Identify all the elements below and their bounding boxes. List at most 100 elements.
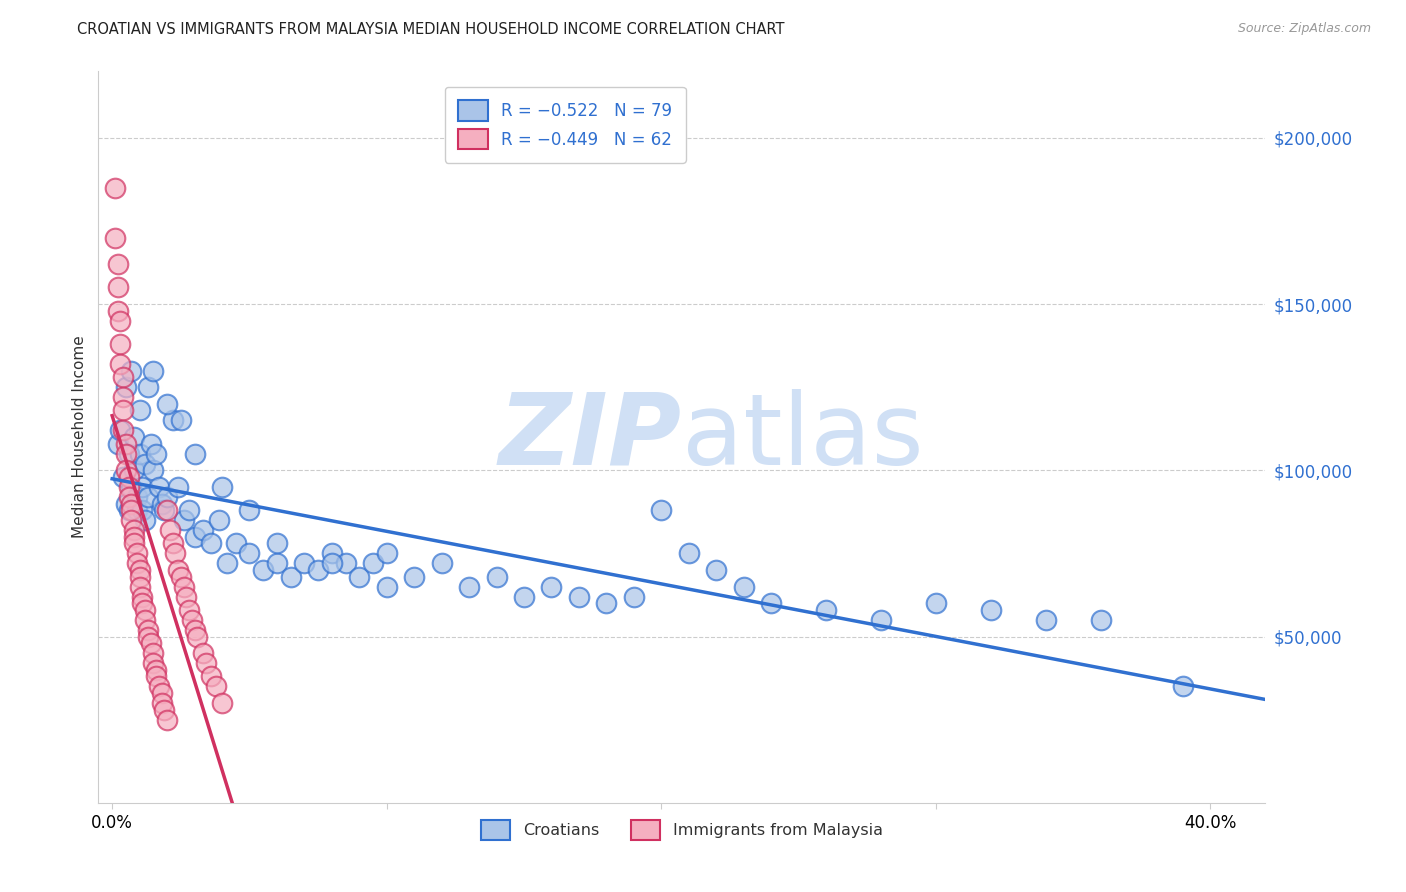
Point — [375, 546, 398, 560]
Point — [136, 380, 159, 394]
Point — [145, 663, 167, 677]
Point — [211, 480, 233, 494]
Point — [110, 337, 132, 351]
Point — [153, 703, 176, 717]
Point — [110, 424, 132, 438]
Point — [200, 536, 222, 550]
Point — [128, 447, 150, 461]
Point — [128, 563, 150, 577]
Point — [174, 590, 197, 604]
Point — [238, 546, 260, 560]
Point — [122, 463, 145, 477]
Point — [156, 490, 179, 504]
Point — [107, 257, 129, 271]
Point — [107, 303, 129, 318]
Point — [107, 280, 129, 294]
Point — [131, 596, 153, 610]
Point — [107, 436, 129, 450]
Point — [153, 503, 176, 517]
Point — [595, 596, 617, 610]
Point — [375, 580, 398, 594]
Point — [167, 480, 190, 494]
Point — [759, 596, 782, 610]
Point — [134, 513, 156, 527]
Point — [115, 497, 138, 511]
Point — [142, 363, 165, 377]
Point — [122, 530, 145, 544]
Point — [145, 669, 167, 683]
Point — [292, 557, 315, 571]
Point — [211, 696, 233, 710]
Point — [139, 436, 162, 450]
Point — [321, 546, 343, 560]
Point — [148, 680, 170, 694]
Point — [110, 314, 132, 328]
Point — [307, 563, 329, 577]
Point — [252, 563, 274, 577]
Point — [191, 523, 214, 537]
Point — [623, 590, 645, 604]
Point — [156, 397, 179, 411]
Point — [194, 656, 217, 670]
Point — [678, 546, 700, 560]
Point — [112, 403, 135, 417]
Point — [150, 497, 173, 511]
Point — [128, 570, 150, 584]
Text: CROATIAN VS IMMIGRANTS FROM MALAYSIA MEDIAN HOUSEHOLD INCOME CORRELATION CHART: CROATIAN VS IMMIGRANTS FROM MALAYSIA MED… — [77, 22, 785, 37]
Point — [704, 563, 727, 577]
Point — [145, 447, 167, 461]
Point — [430, 557, 453, 571]
Point — [112, 424, 135, 438]
Point — [142, 646, 165, 660]
Point — [225, 536, 247, 550]
Point — [117, 503, 139, 517]
Point — [142, 656, 165, 670]
Point — [733, 580, 755, 594]
Point — [177, 603, 200, 617]
Point — [173, 580, 195, 594]
Point — [183, 623, 205, 637]
Point — [159, 523, 181, 537]
Text: atlas: atlas — [682, 389, 924, 485]
Point — [183, 447, 205, 461]
Point — [361, 557, 384, 571]
Point — [142, 463, 165, 477]
Point — [156, 503, 179, 517]
Point — [122, 523, 145, 537]
Point — [112, 370, 135, 384]
Point — [162, 536, 184, 550]
Point — [125, 503, 148, 517]
Point — [128, 403, 150, 417]
Point — [513, 590, 536, 604]
Point — [180, 613, 202, 627]
Point — [266, 557, 288, 571]
Point — [120, 503, 142, 517]
Point — [150, 686, 173, 700]
Point — [870, 613, 893, 627]
Point — [404, 570, 426, 584]
Point — [156, 713, 179, 727]
Point — [349, 570, 371, 584]
Point — [115, 463, 138, 477]
Point — [128, 580, 150, 594]
Point — [136, 490, 159, 504]
Point — [1035, 613, 1057, 627]
Point — [120, 480, 142, 494]
Point — [104, 180, 127, 194]
Point — [162, 413, 184, 427]
Point — [134, 603, 156, 617]
Point — [148, 480, 170, 494]
Point — [131, 480, 153, 494]
Point — [112, 470, 135, 484]
Point — [136, 630, 159, 644]
Point — [150, 696, 173, 710]
Point — [120, 497, 142, 511]
Point — [458, 580, 481, 594]
Point — [186, 630, 208, 644]
Point — [177, 503, 200, 517]
Point — [568, 590, 591, 604]
Legend: Croatians, Immigrants from Malaysia: Croatians, Immigrants from Malaysia — [475, 814, 889, 846]
Point — [136, 623, 159, 637]
Point — [117, 447, 139, 461]
Point — [540, 580, 562, 594]
